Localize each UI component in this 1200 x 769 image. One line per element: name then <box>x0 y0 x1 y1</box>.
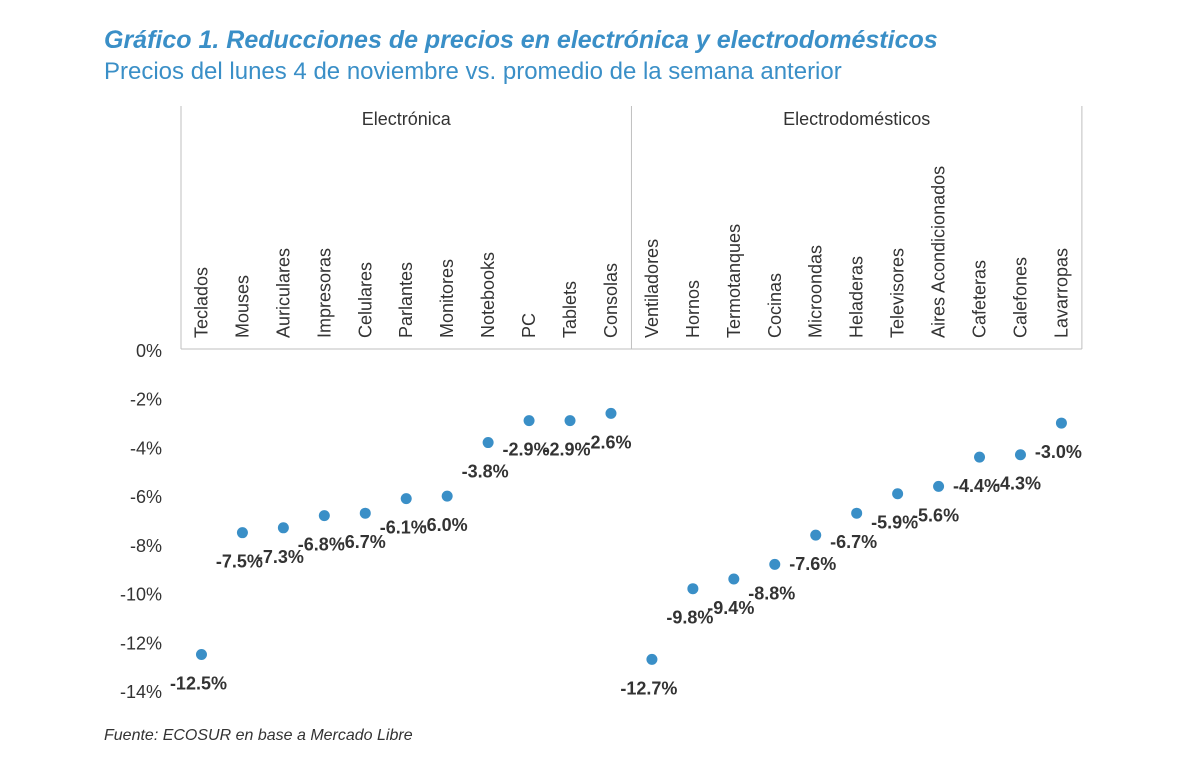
category-label: Notebooks <box>478 252 498 338</box>
category-label: Lavarropas <box>1051 248 1071 338</box>
data-point <box>687 583 699 595</box>
data-label: -2.9% <box>544 440 591 460</box>
data-label: -3.0% <box>1035 442 1082 462</box>
source-note: Fuente: ECOSUR en base a Mercado Libre <box>104 727 413 744</box>
data-label: -4.3% <box>994 474 1041 494</box>
data-point <box>1055 417 1067 429</box>
category-label: Aires Acondicionados <box>929 166 949 338</box>
category-label: Termotanques <box>724 224 744 338</box>
category-label: Televisores <box>888 248 908 338</box>
y-tick-label: 0% <box>136 341 162 361</box>
data-point <box>482 437 494 449</box>
y-axis-ticks: 0% -2% -4% -6% -8% -10% -12% -14% <box>120 341 162 702</box>
category-label: Mouses <box>232 275 252 338</box>
y-tick-label: -4% <box>130 438 162 458</box>
data-point <box>523 415 535 427</box>
data-points <box>195 407 1067 665</box>
data-point <box>728 573 740 585</box>
data-point <box>359 507 371 519</box>
data-point <box>564 415 576 427</box>
category-label: Teclados <box>191 267 211 338</box>
y-tick-label: -6% <box>130 487 162 507</box>
data-point <box>318 510 330 522</box>
data-point <box>851 507 863 519</box>
data-point <box>605 407 617 419</box>
category-label: PC <box>519 313 539 338</box>
category-label: Cocinas <box>765 273 785 338</box>
data-point <box>810 529 822 541</box>
data-point <box>892 488 904 500</box>
data-label: -7.5% <box>216 552 263 572</box>
data-label: -7.3% <box>257 547 304 567</box>
data-point <box>277 522 289 534</box>
data-label: -12.7% <box>620 678 677 698</box>
category-label: Cafeteras <box>970 260 990 338</box>
data-label: -3.8% <box>462 462 509 482</box>
data-point <box>236 527 248 539</box>
data-label: -6.1% <box>380 518 427 538</box>
data-label: -9.4% <box>707 598 754 618</box>
category-label: Ventiladores <box>642 239 662 338</box>
data-point <box>646 653 658 665</box>
category-label: Microondas <box>806 245 826 338</box>
chart-title: Gráfico 1. Reducciones de precios en ele… <box>104 26 938 54</box>
data-point <box>400 493 412 505</box>
category-label: Monitores <box>437 259 457 338</box>
data-point <box>1014 449 1026 461</box>
data-labels: -12.5%-7.5%-7.3%-6.8%-6.7%-6.1%-6.0%-3.8… <box>170 432 1082 698</box>
group-label: Electrodomésticos <box>783 109 930 129</box>
data-point <box>441 490 453 502</box>
category-label: Heladeras <box>847 256 867 338</box>
data-label: -2.6% <box>584 432 631 452</box>
data-label: -6.7% <box>339 532 386 552</box>
y-tick-label: -12% <box>120 633 162 653</box>
data-label: -7.6% <box>789 554 836 574</box>
data-label: -2.9% <box>503 440 550 460</box>
category-label: Calefones <box>1010 257 1030 338</box>
data-label: -12.5% <box>170 673 227 693</box>
data-label: -9.8% <box>666 608 713 628</box>
data-point <box>933 480 945 492</box>
y-tick-label: -14% <box>120 682 162 702</box>
y-tick-label: -8% <box>130 536 162 556</box>
data-label: -5.6% <box>912 505 959 525</box>
group-label: Electrónica <box>362 109 452 129</box>
data-label: -6.0% <box>421 515 468 535</box>
category-label: Hornos <box>683 280 703 338</box>
data-label: -5.9% <box>871 513 918 533</box>
category-label: Impresoras <box>314 248 334 338</box>
chart-subtitle: Precios del lunes 4 de noviembre vs. pro… <box>104 58 842 85</box>
data-label: -6.8% <box>298 535 345 555</box>
y-tick-label: -2% <box>130 390 162 410</box>
data-label: -4.4% <box>953 476 1000 496</box>
data-point <box>195 648 207 660</box>
data-label: -8.8% <box>748 583 795 603</box>
data-point <box>974 451 986 463</box>
y-tick-label: -10% <box>120 585 162 605</box>
category-label: Tablets <box>560 281 580 338</box>
category-label: Auriculares <box>273 248 293 338</box>
category-label: Consolas <box>601 263 621 338</box>
data-label: -6.7% <box>830 532 877 552</box>
category-axis-table: Electrónica Teclados Mouses Auriculares Impr… <box>180 106 1083 350</box>
category-label: Celulares <box>355 262 375 338</box>
data-point <box>769 558 781 570</box>
category-label: Parlantes <box>396 262 416 338</box>
